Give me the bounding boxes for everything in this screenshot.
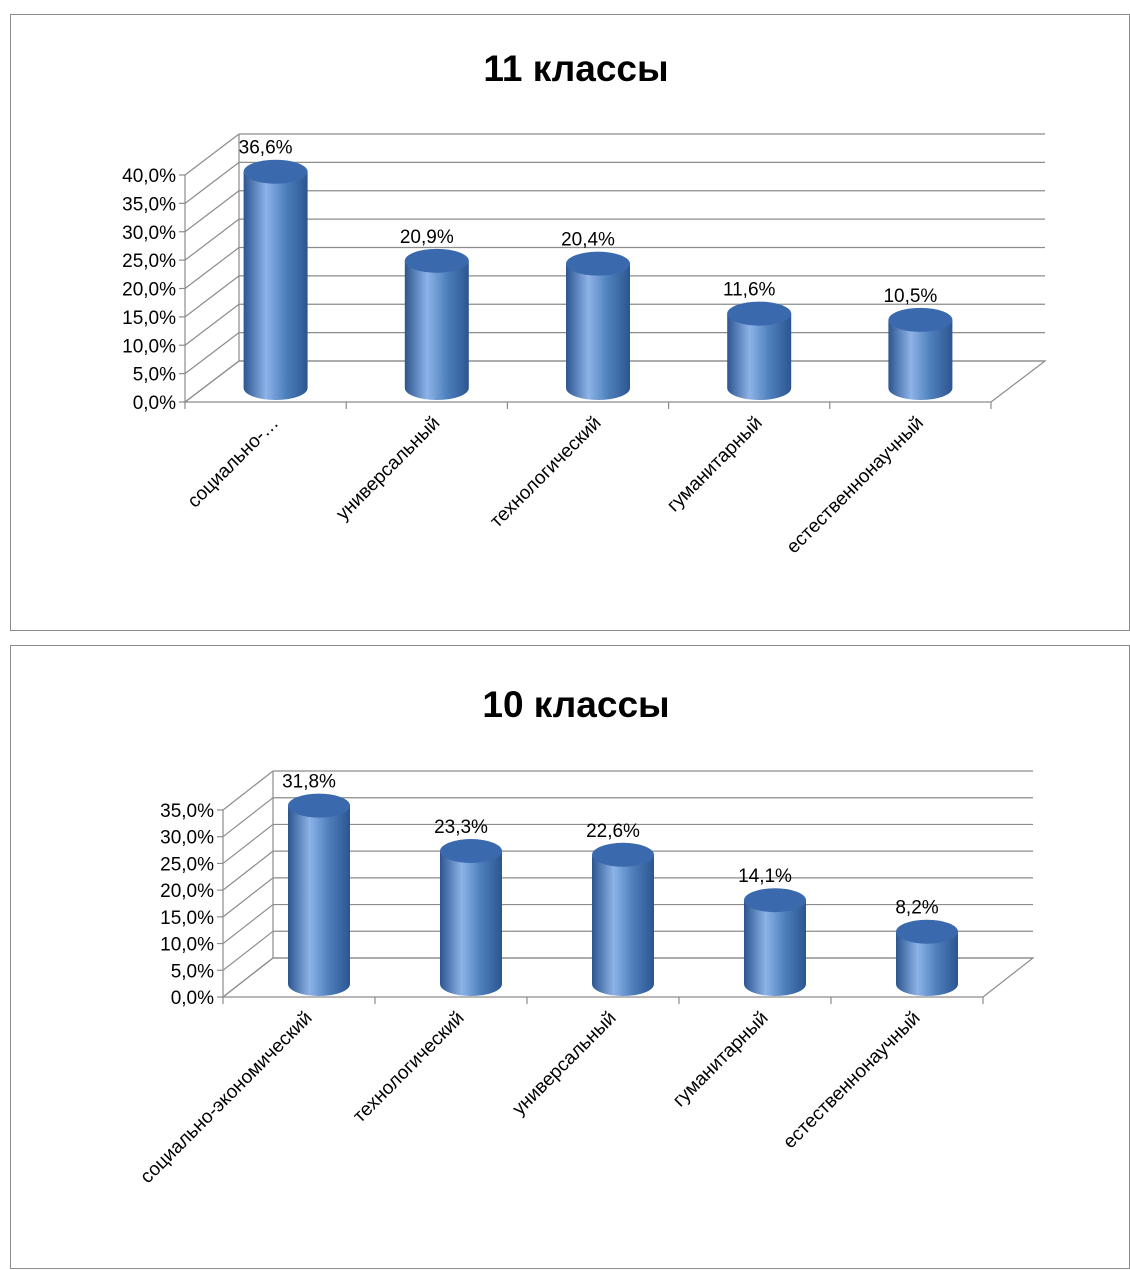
data-label: 22,6%	[586, 821, 640, 842]
data-label: 20,9%	[400, 227, 454, 248]
side-gridline	[222, 904, 274, 945]
side-gridline	[184, 190, 240, 233]
side-gridline	[184, 218, 240, 261]
bar-body	[727, 313, 792, 401]
bar-body	[288, 805, 350, 996]
category-label: социально-…	[184, 413, 284, 513]
bar-body	[566, 263, 630, 400]
bar-top	[592, 842, 654, 867]
y-tick-label: 0,0%	[133, 393, 176, 414]
bar	[288, 793, 350, 996]
bar-body	[896, 931, 958, 996]
bar	[566, 251, 630, 400]
y-tick-label: 35,0%	[122, 194, 176, 215]
category-label: универсальный	[332, 413, 444, 525]
chart-10-svg: 10 классы 0,0% 5,0% 10,0% 15,0% 20,0% 25,0% 30…	[136, 684, 1035, 1188]
floor	[183, 360, 1047, 403]
chart-title: 10 классы	[482, 684, 669, 725]
chart-title: 11 классы	[483, 48, 668, 89]
y-tick-label: 30,0%	[122, 223, 176, 244]
data-label: 36,6%	[239, 138, 293, 159]
bar	[592, 842, 654, 996]
bar	[896, 919, 958, 996]
bar-body	[744, 900, 806, 996]
bar-top	[888, 307, 953, 332]
bar-top	[744, 888, 806, 913]
bar-top	[404, 248, 469, 273]
data-label: 20,4%	[561, 230, 615, 251]
y-tick-label: 20,0%	[122, 280, 176, 301]
bar-body	[243, 171, 308, 401]
y-tick-label: 20,0%	[160, 881, 214, 902]
side-gridline	[184, 247, 240, 289]
y-tick-label: 15,0%	[122, 308, 176, 329]
floor	[221, 957, 1035, 998]
y-tick-label: 35,0%	[160, 801, 214, 822]
category-label: гуманитарный	[669, 1008, 772, 1111]
bar	[440, 839, 502, 996]
y-tick-label: 25,0%	[160, 854, 214, 875]
y-tick-label: 30,0%	[160, 828, 214, 849]
category-label: социально-экономический	[136, 1008, 316, 1188]
bar-body	[592, 854, 654, 996]
side-gridline	[184, 275, 240, 318]
side-gridline	[222, 770, 274, 811]
bar	[243, 159, 308, 401]
bar-body	[440, 851, 502, 996]
chart-10-classes: 10 классы 0,0% 5,0% 10,0% 15,0% 20,0% 25,0% 30…	[10, 645, 1130, 1269]
side-gridline	[222, 850, 274, 891]
category-label: гуманитарный	[663, 413, 766, 516]
bar-top	[440, 839, 502, 864]
side-gridline	[184, 161, 240, 204]
data-label: 8,2%	[895, 898, 938, 919]
side-gridline	[184, 303, 240, 346]
category-label: универсальный	[509, 1008, 621, 1120]
chart-11-svg: 11 классы 0,0% 5,0% 10,0% 15,0% 20,0% 25,0% 30…	[122, 48, 1047, 558]
bar-top	[566, 251, 630, 276]
data-label: 10,5%	[883, 286, 937, 307]
category-label: естественнонаучный	[779, 1008, 924, 1153]
chart-11-classes: 11 классы 0,0% 5,0% 10,0% 15,0% 20,0% 25,0% 30…	[10, 14, 1130, 631]
bar-body	[888, 319, 953, 401]
side-gridline	[222, 930, 274, 971]
category-label: технологический	[486, 413, 605, 532]
bar-body	[404, 260, 469, 401]
y-tick-label: 5,0%	[133, 365, 176, 386]
bar	[888, 307, 953, 401]
side-gridline	[184, 332, 240, 375]
bar-top	[896, 919, 958, 944]
y-tick-label: 15,0%	[160, 908, 214, 929]
data-label: 11,6%	[723, 280, 776, 301]
category-label: естественнонаучный	[783, 413, 928, 558]
y-tick-label: 10,0%	[160, 935, 214, 956]
bar	[744, 888, 806, 996]
side-gridline	[222, 877, 274, 918]
bar-top	[727, 301, 792, 326]
side-gridline	[222, 797, 274, 838]
bar-top	[288, 793, 350, 818]
category-label: технологический	[349, 1008, 468, 1127]
side-gridline	[184, 133, 240, 176]
y-tick-label: 5,0%	[171, 961, 214, 982]
bar	[404, 248, 469, 401]
y-tick-label: 40,0%	[122, 166, 176, 187]
data-label: 31,8%	[282, 772, 336, 793]
y-tick-label: 25,0%	[122, 251, 176, 272]
data-label: 23,3%	[434, 817, 488, 838]
y-tick-label: 0,0%	[171, 988, 214, 1009]
y-tick-label: 10,0%	[122, 336, 176, 357]
data-label: 14,1%	[738, 866, 792, 887]
bar-top	[243, 159, 308, 184]
side-gridline	[222, 823, 274, 864]
bar	[727, 301, 792, 401]
